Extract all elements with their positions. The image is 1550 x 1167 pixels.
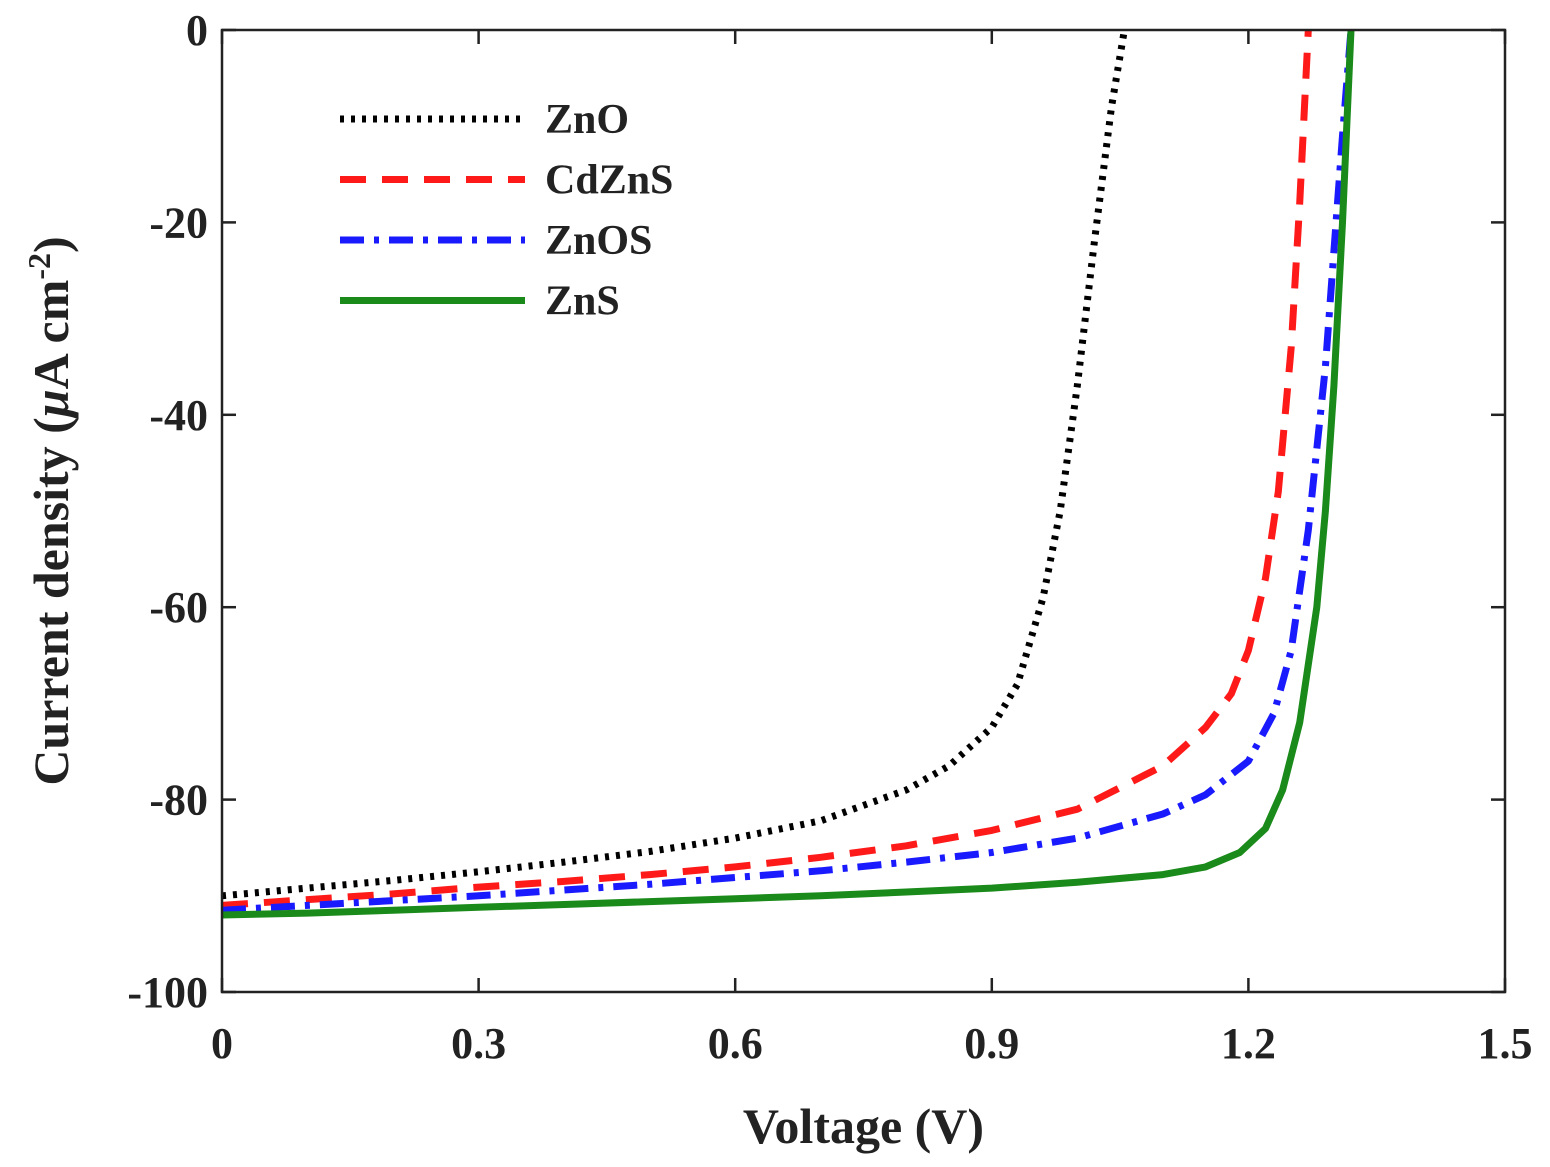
x-axis-title: Voltage (V) <box>743 1098 984 1154</box>
series-line-cdzns <box>221 29 1312 909</box>
y-axis-title-mu: μ <box>23 389 79 420</box>
x-tick-label: 1.2 <box>1221 1019 1276 1068</box>
y-tick-label: -100 <box>127 968 208 1017</box>
legend: ZnO CdZnS ZnOS ZnS <box>340 97 673 325</box>
y-axis-title-unit: A cm <box>23 280 79 390</box>
plot-frame <box>220 28 1507 994</box>
legend-label-zno: ZnO <box>545 97 629 143</box>
series-line-zno <box>221 29 1128 900</box>
x-tick-label: 0 <box>211 1019 233 1068</box>
series-line-zns <box>221 29 1355 919</box>
y-tick-label: -40 <box>149 391 208 440</box>
y-tick-label: -80 <box>149 776 208 825</box>
y-axis: 0 -20 -40 -60 -80 -100 <box>127 6 1505 1017</box>
x-axis: 0 0.3 0.6 0.9 1.2 1.5 <box>211 30 1533 1068</box>
y-axis-title: Current density (μA cm-2) <box>21 236 79 785</box>
x-tick-label: 0.9 <box>964 1019 1019 1068</box>
series-line-znos <box>221 29 1355 914</box>
series-layer <box>221 29 1355 919</box>
y-tick-label: -60 <box>149 583 208 632</box>
y-tick-label: -20 <box>149 198 208 247</box>
y-tick-label: 0 <box>186 6 208 55</box>
legend-label-cdzns: CdZnS <box>545 158 673 204</box>
x-tick-label: 1.5 <box>1478 1019 1533 1068</box>
legend-label-znos: ZnOS <box>545 218 652 264</box>
x-tick-label: 0.6 <box>708 1019 763 1068</box>
y-axis-title-close: ) <box>23 236 79 253</box>
y-axis-title-main: Current density ( <box>23 417 79 786</box>
y-axis-title-exponent: -2 <box>21 253 57 280</box>
x-tick-label: 0.3 <box>451 1019 506 1068</box>
legend-label-zns: ZnS <box>545 279 620 325</box>
